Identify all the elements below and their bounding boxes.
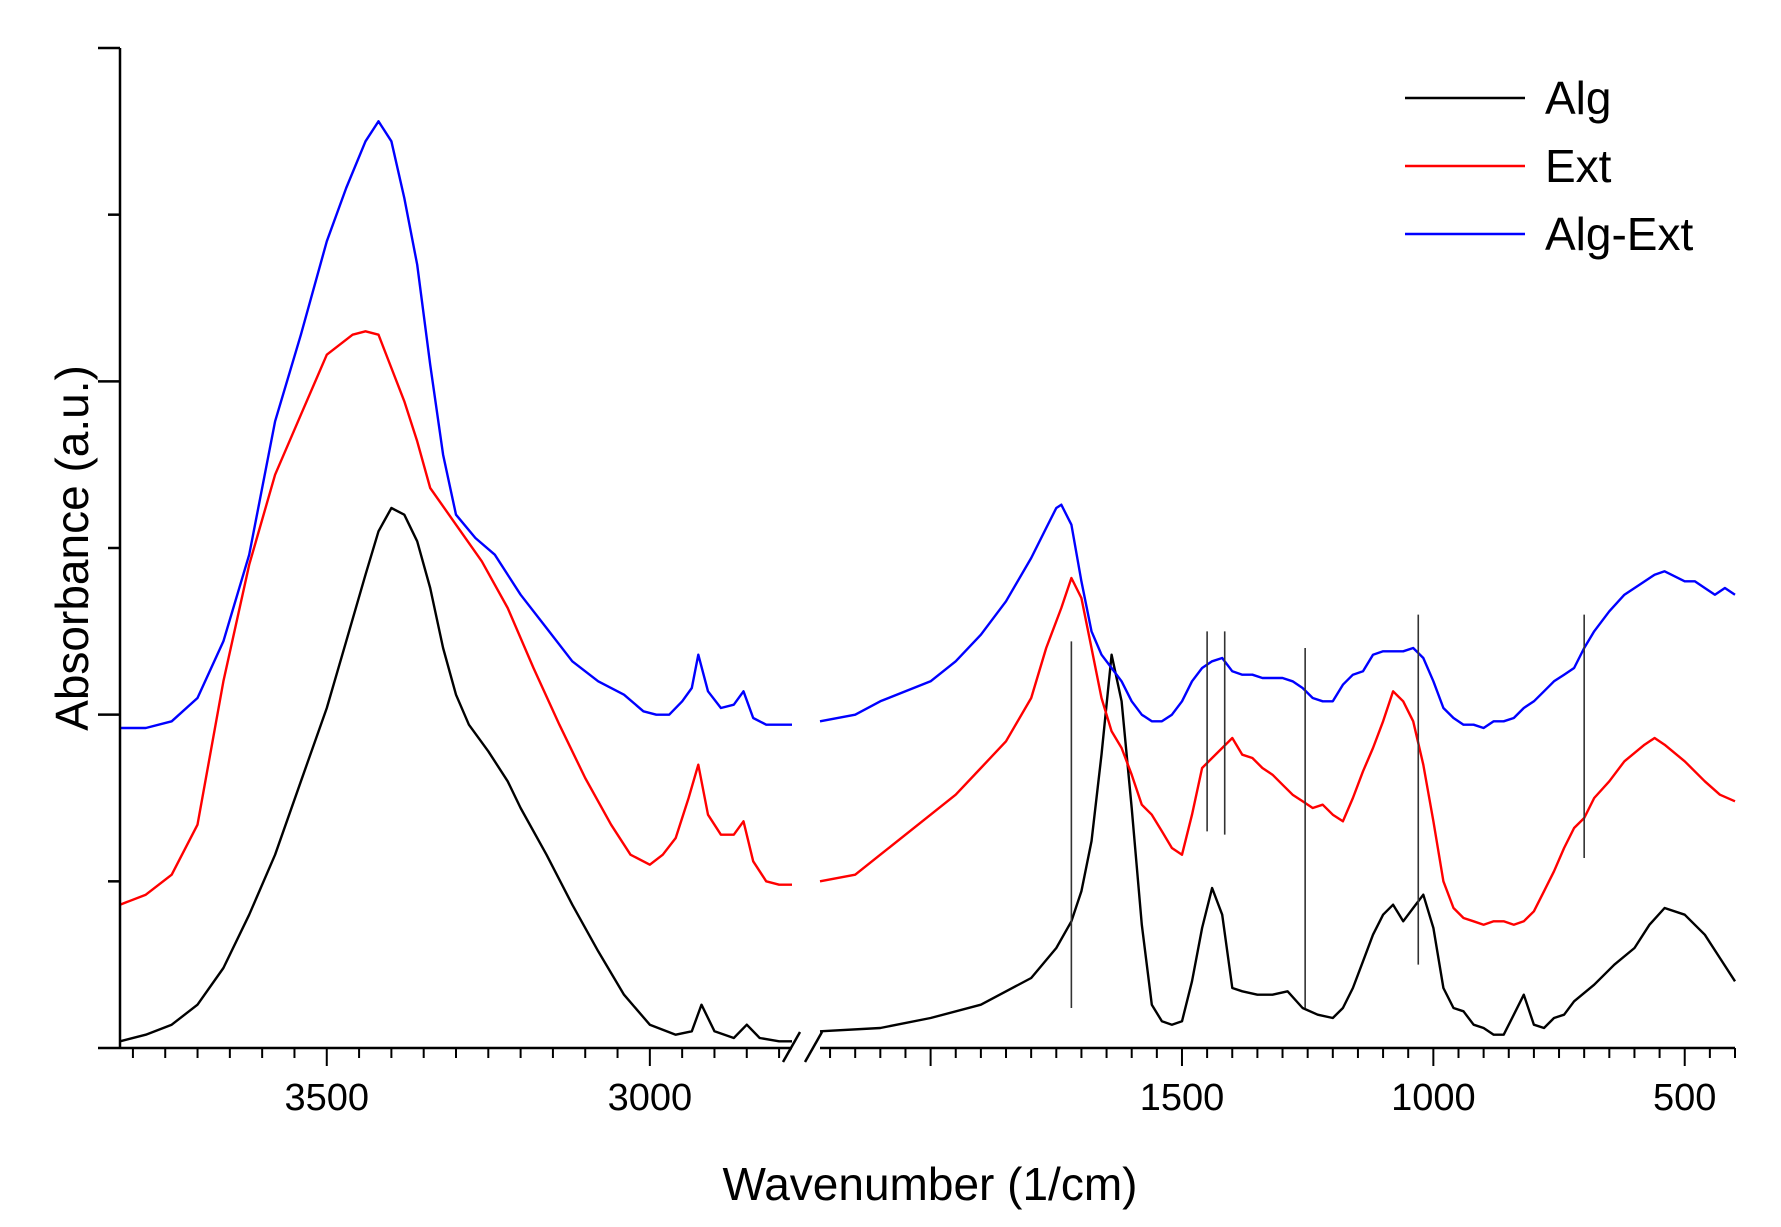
y-axis-title: Absorbance (a.u.) <box>46 365 98 731</box>
x-tick-label: 1500 <box>1140 1077 1225 1119</box>
axis-break-mark-1 <box>781 1031 802 1063</box>
legend-label-ext: Ext <box>1545 140 1612 192</box>
series-line-alg-segment-2 <box>819 653 1737 1036</box>
x-tick-label: 1000 <box>1391 1077 1476 1119</box>
series-line-alg-ext-segment-1 <box>120 120 792 730</box>
series-line-alg-segment-1 <box>119 506 792 1043</box>
x-tick-label: 500 <box>1653 1077 1716 1119</box>
x-tick-label: 3500 <box>284 1077 369 1119</box>
plot-area <box>119 120 1737 1043</box>
x-tick-label: 3000 <box>608 1077 693 1119</box>
series-line-ext-segment-2 <box>819 576 1736 926</box>
axes: 3500 3000 1500 1000 500 <box>98 46 1736 1119</box>
series-line-alg-ext-segment-2 <box>819 503 1736 730</box>
axis-break-mark-2 <box>803 1031 824 1063</box>
legend: Alg Ext Alg-Ext <box>1405 72 1693 260</box>
series-line-ext-segment-1 <box>119 330 792 906</box>
x-axis-title: Wavenumber (1/cm) <box>723 1158 1138 1210</box>
legend-label-alg: Alg <box>1545 72 1611 124</box>
legend-label-alg-ext: Alg-Ext <box>1545 208 1693 260</box>
